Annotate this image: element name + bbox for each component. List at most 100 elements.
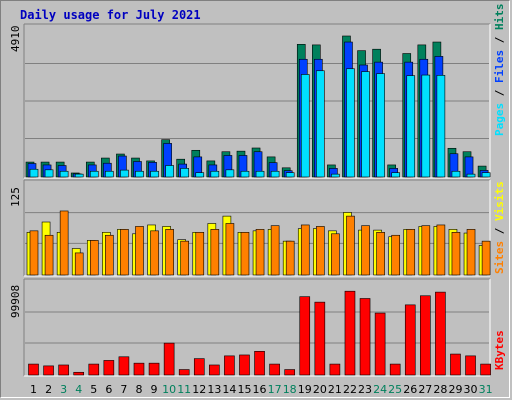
bar-sites-day-11 — [180, 240, 189, 276]
x-tick-label-day-4: 4 — [75, 383, 82, 396]
bar-pages-day-7 — [120, 169, 129, 178]
x-tick-label-day-13: 13 — [207, 383, 221, 396]
bar-pages-day-12 — [195, 172, 205, 178]
x-tick-label-day-22: 22 — [343, 383, 357, 396]
bar-sites-day-22 — [346, 215, 355, 276]
x-tick-label-day-5: 5 — [90, 383, 97, 396]
bar-kbytes-day-26 — [404, 304, 416, 376]
bar-sites-day-26 — [406, 229, 416, 276]
legend-hits: Hits — [493, 4, 506, 31]
x-tick-label-day-1: 1 — [30, 383, 37, 396]
x-tick-label-day-19: 19 — [298, 383, 312, 396]
bar-sites-day-24 — [376, 232, 385, 276]
bar-sites-day-30 — [466, 229, 476, 276]
bar-sites-day-23 — [361, 225, 370, 276]
legend-separator: / — [493, 30, 506, 50]
bar-sites-day-25 — [391, 234, 400, 276]
bar-sites-day-7 — [120, 229, 129, 276]
bar-pages-day-6 — [105, 170, 114, 178]
bar-pages-day-4 — [74, 173, 84, 178]
bar-kbytes-day-28 — [435, 291, 446, 376]
bar-kbytes-day-11 — [178, 369, 190, 376]
x-tick-label-day-14: 14 — [222, 383, 236, 396]
x-tick-label-day-3: 3 — [60, 383, 67, 396]
legend-visits: Visits — [493, 181, 506, 221]
bar-sites-day-13 — [210, 229, 220, 276]
bar-kbytes-day-19 — [299, 296, 311, 376]
bar-pages-day-2 — [44, 169, 54, 178]
x-tick-label-day-7: 7 — [120, 383, 127, 396]
bar-pages-day-22 — [346, 68, 355, 178]
bar-pages-day-28 — [436, 75, 446, 178]
bar-kbytes-day-5 — [88, 363, 100, 376]
bar-sites-day-10 — [165, 229, 174, 276]
bar-sites-day-14 — [225, 223, 235, 276]
legend-separator: / — [493, 83, 506, 103]
bar-pages-day-14 — [225, 169, 235, 178]
y-max-label-kbytes: 99908 — [9, 285, 22, 318]
bar-sites-day-28 — [436, 224, 446, 276]
legend-separator: / — [493, 221, 506, 241]
x-tick-label-day-12: 12 — [192, 383, 206, 396]
bar-kbytes-day-10 — [163, 342, 175, 376]
y-max-label-hits: 4910 — [9, 26, 22, 53]
bar-sites-day-18 — [285, 240, 295, 276]
bar-sites-day-16 — [255, 229, 265, 276]
bar-sites-day-12 — [195, 232, 205, 276]
bar-sites-day-6 — [105, 234, 114, 276]
bar-kbytes-day-22 — [344, 290, 356, 376]
bar-sites-day-21 — [331, 233, 340, 276]
x-tick-label-day-11: 11 — [177, 383, 191, 396]
x-tick-label-day-8: 8 — [135, 383, 142, 396]
bar-kbytes-day-16 — [254, 351, 265, 376]
x-tick-label-day-10: 10 — [162, 383, 176, 396]
x-tick-label-day-6: 6 — [105, 383, 112, 396]
bar-pages-day-27 — [421, 74, 431, 178]
x-tick-label-day-2: 2 — [45, 383, 52, 396]
bar-kbytes-day-25 — [389, 363, 401, 376]
bar-kbytes-day-13 — [209, 364, 220, 376]
bar-pages-day-30 — [466, 173, 476, 178]
bar-sites-day-27 — [421, 225, 431, 276]
bar-kbytes-day-20 — [314, 301, 326, 376]
x-tick-label-day-29: 29 — [448, 383, 462, 396]
x-tick-label-day-15: 15 — [237, 383, 251, 396]
legend-files: Files — [493, 50, 506, 83]
bar-pages-day-13 — [210, 170, 220, 178]
x-tick-label-day-30: 30 — [464, 383, 478, 396]
bar-sites-day-9 — [150, 230, 159, 276]
bar-kbytes-day-15 — [239, 354, 250, 376]
bar-sites-day-3 — [59, 210, 69, 276]
bar-pages-day-11 — [180, 168, 189, 178]
bar-sites-day-20 — [316, 226, 325, 276]
bar-sites-day-1 — [29, 230, 39, 276]
bar-sites-day-8 — [135, 226, 144, 276]
bar-kbytes-day-8 — [133, 362, 145, 376]
bar-pages-day-26 — [406, 75, 416, 178]
bar-kbytes-day-23 — [359, 298, 371, 376]
x-tick-label-day-27: 27 — [418, 383, 432, 396]
bar-sites-day-2 — [44, 234, 54, 276]
x-tick-label-day-21: 21 — [328, 383, 342, 396]
bar-pages-day-19 — [300, 74, 310, 178]
bar-kbytes-day-2 — [43, 365, 54, 376]
side-label-hits-files-pages: Pages / Files / Hits — [493, 4, 506, 137]
bar-sites-day-19 — [300, 224, 310, 276]
chart-title: Daily usage for July 2021 — [20, 8, 201, 22]
bar-sites-day-31 — [481, 240, 491, 276]
legend-pages: Pages — [493, 103, 506, 136]
bar-kbytes-day-3 — [58, 364, 69, 376]
bar-kbytes-day-27 — [420, 295, 431, 376]
bar-kbytes-day-21 — [329, 363, 341, 376]
bar-kbytes-day-17 — [269, 363, 280, 376]
bar-sites-day-5 — [89, 240, 99, 276]
bar-pages-day-3 — [59, 170, 69, 178]
x-tick-label-day-23: 23 — [358, 383, 372, 396]
legend-kbytes: KBytes — [493, 330, 506, 370]
x-tick-label-day-20: 20 — [313, 383, 327, 396]
bar-pages-day-8 — [135, 170, 144, 178]
bar-pages-day-15 — [240, 170, 250, 178]
x-tick-label-day-18: 18 — [283, 383, 297, 396]
side-label-kbytes: KBytes — [493, 330, 506, 370]
